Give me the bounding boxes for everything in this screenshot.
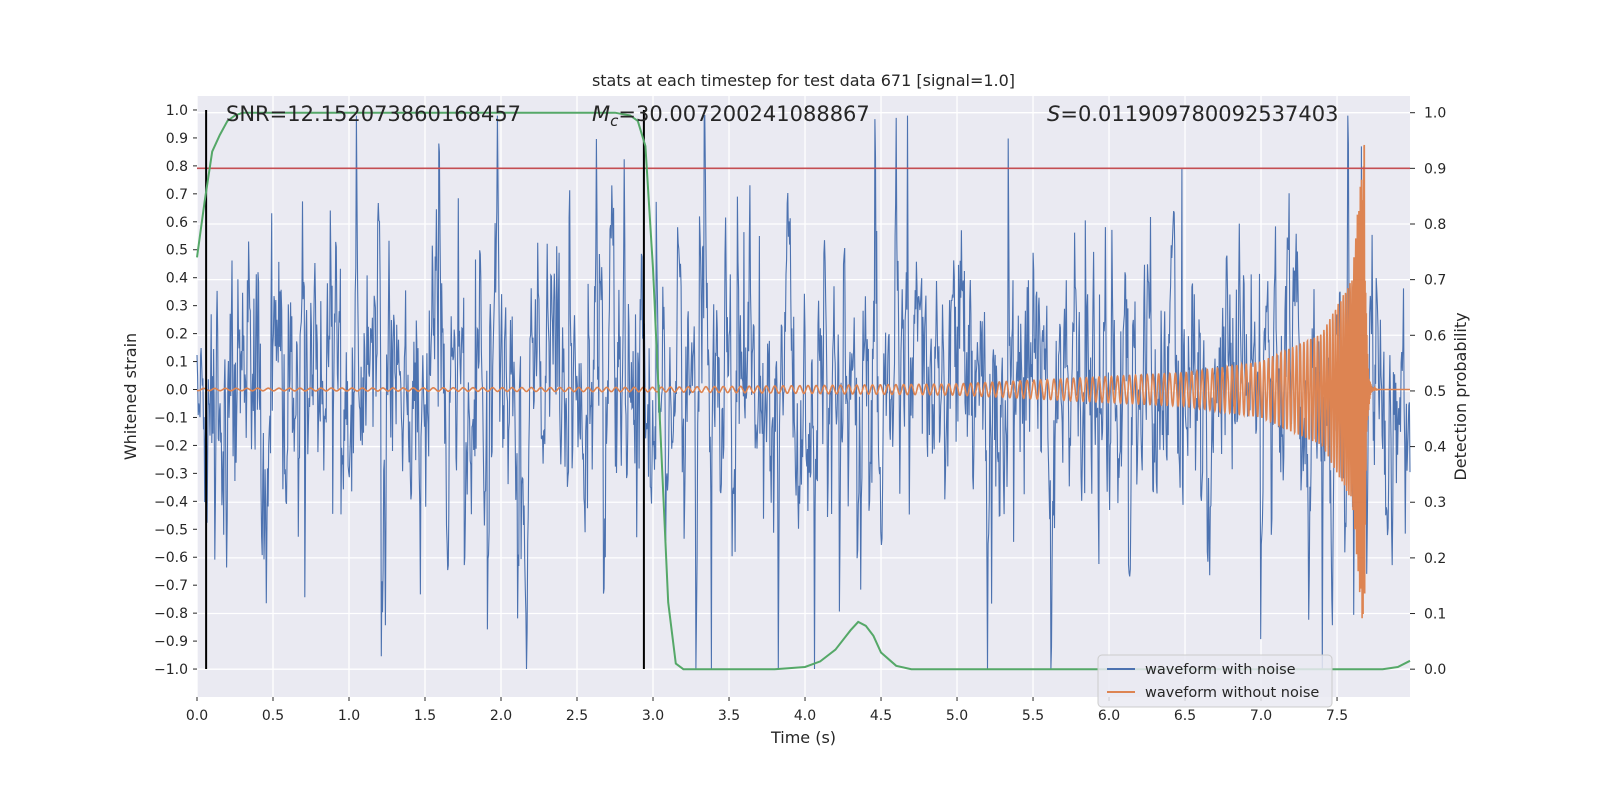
y-tick-label: 0.6 [166, 215, 188, 231]
mc-subscript: c [610, 112, 619, 130]
y-tick-label: 0.1 [166, 355, 188, 371]
y2-tick-label: 0.9 [1424, 161, 1446, 177]
x-tick-label: 5.0 [946, 708, 968, 724]
series-waveform-without-noise [196, 144, 1410, 619]
snr-annotation: SNR=12.152073860168457 [226, 102, 521, 126]
y-tick-label: −0.5 [154, 522, 188, 538]
clean-waveform-line [196, 144, 1410, 619]
y2-tick-label: 0.8 [1424, 217, 1446, 233]
x-tick-label: 3.0 [642, 708, 664, 724]
x-axis-label: Time (s) [770, 728, 836, 747]
y2-axis-label: Detection probability [1451, 312, 1470, 480]
y-tick-label: 0.5 [166, 243, 188, 259]
y-tick-label: 0.9 [166, 131, 188, 147]
legend: waveform with noise waveform without noi… [1097, 654, 1333, 708]
chart-title: stats at each timestep for test data 671… [592, 71, 1015, 90]
y-tick-label: 0.2 [166, 327, 188, 343]
y2-tick-label: 0.4 [1424, 440, 1446, 456]
y2-tick-label: 0.7 [1424, 273, 1446, 289]
x-tick-label: 0.0 [186, 708, 208, 724]
x-tick-label: 2.0 [490, 708, 512, 724]
mc-value: =30.007200241088867 [618, 102, 869, 126]
y-tick-label: −0.4 [154, 494, 188, 510]
y2-tick-label: 0.0 [1424, 662, 1446, 678]
x-tick-label: 1.5 [414, 708, 436, 724]
y2-tick-label: 0.2 [1424, 551, 1446, 567]
x-tick-label: 6.5 [1174, 708, 1196, 724]
y-tick-label: −0.1 [154, 410, 188, 426]
y-tick-label: 0.7 [166, 187, 188, 203]
x-tick-label: 7.5 [1326, 708, 1348, 724]
y2-tick-label: 0.6 [1424, 328, 1446, 344]
y-tick-label: 0.8 [166, 159, 188, 175]
y2-tick-label: 0.5 [1424, 384, 1446, 400]
x-tick-label: 7.0 [1250, 708, 1272, 724]
x-tick-label: 3.5 [718, 708, 740, 724]
x-tick-label: 6.0 [1098, 708, 1120, 724]
axis-ticks: 0.0 0.5 1.0 1.5 2.0 2.5 3.0 3.5 4.0 4.5 5.0 5.5 6.0 6… [154, 103, 1446, 724]
y2-tick-label: 0.3 [1424, 495, 1446, 511]
probability-line [196, 111, 1411, 671]
s-symbol: S [1047, 102, 1060, 126]
y-tick-label: −0.3 [154, 466, 188, 482]
x-tick-label: 1.0 [338, 708, 360, 724]
y-tick-label: 0.4 [166, 271, 188, 287]
x-tick-label: 0.5 [262, 708, 284, 724]
noise-waveform-line [196, 115, 1411, 670]
y2-tick-label: 0.1 [1424, 607, 1446, 623]
y2-tick-label: 1.0 [1424, 106, 1446, 122]
x-tick-label: 2.5 [566, 708, 588, 724]
y-axis-label: Whitened strain [121, 333, 140, 460]
y-tick-label: −0.9 [154, 634, 188, 650]
chirp-mass-annotation: Mc=30.007200241088867 [592, 102, 870, 130]
y-tick-label: −1.0 [154, 662, 188, 678]
series-waveform-with-noise [196, 115, 1411, 670]
x-tick-label: 4.0 [794, 708, 816, 724]
s-annotation: S=0.011909780092537403 [1047, 102, 1338, 126]
y-tick-label: 1.0 [166, 103, 188, 119]
y-tick-label: −0.6 [154, 550, 188, 566]
legend-entry-waveform-with-noise: waveform with noise [1145, 662, 1296, 678]
s-value: =0.011909780092537403 [1060, 102, 1338, 126]
legend-box [1097, 654, 1333, 708]
y-tick-label: 0.3 [166, 299, 188, 315]
series-detection-probability [196, 111, 1411, 671]
vertical-markers [205, 109, 645, 670]
mc-symbol: M [592, 102, 610, 126]
x-tick-label: 4.5 [870, 708, 892, 724]
y-tick-label: −0.7 [154, 578, 188, 594]
y-tick-label: −0.8 [154, 606, 188, 622]
y-tick-label: −0.2 [154, 438, 188, 454]
legend-entry-waveform-without-noise: waveform without noise [1145, 685, 1319, 701]
x-tick-label: 5.5 [1022, 708, 1044, 724]
y-tick-label: 0.0 [166, 383, 188, 399]
